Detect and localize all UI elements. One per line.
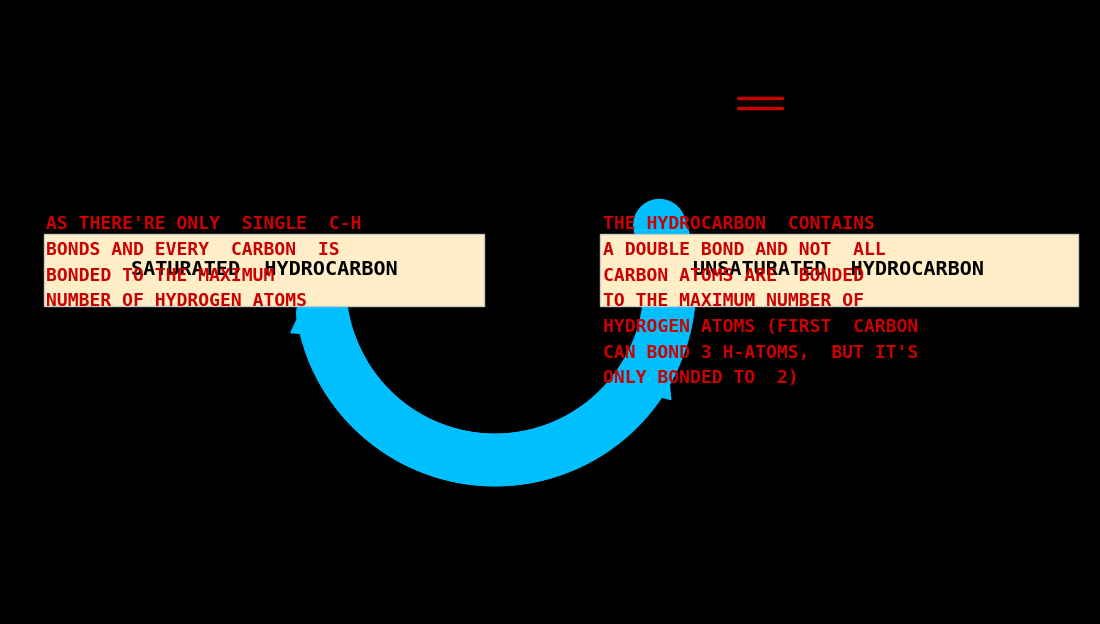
Text: UNSATURATED  HYDROCARBON: UNSATURATED HYDROCARBON xyxy=(693,260,984,280)
Text: AS THERE'RE ONLY  SINGLE  C-H
BONDS AND EVERY  CARBON  IS
BONDED TO THE MAXIMUM
: AS THERE'RE ONLY SINGLE C-H BONDS AND EV… xyxy=(46,215,362,310)
Polygon shape xyxy=(623,330,671,399)
Text: SATURATED  HYDROCARBON: SATURATED HYDROCARBON xyxy=(131,260,397,280)
Polygon shape xyxy=(290,270,341,336)
FancyBboxPatch shape xyxy=(600,234,1078,306)
FancyBboxPatch shape xyxy=(44,234,484,306)
Text: THE HYDROCARBON  CONTAINS
A DOUBLE BOND AND NOT  ALL
CARBON ATOMS ARE  BONDED
TO: THE HYDROCARBON CONTAINS A DOUBLE BOND A… xyxy=(603,215,918,388)
